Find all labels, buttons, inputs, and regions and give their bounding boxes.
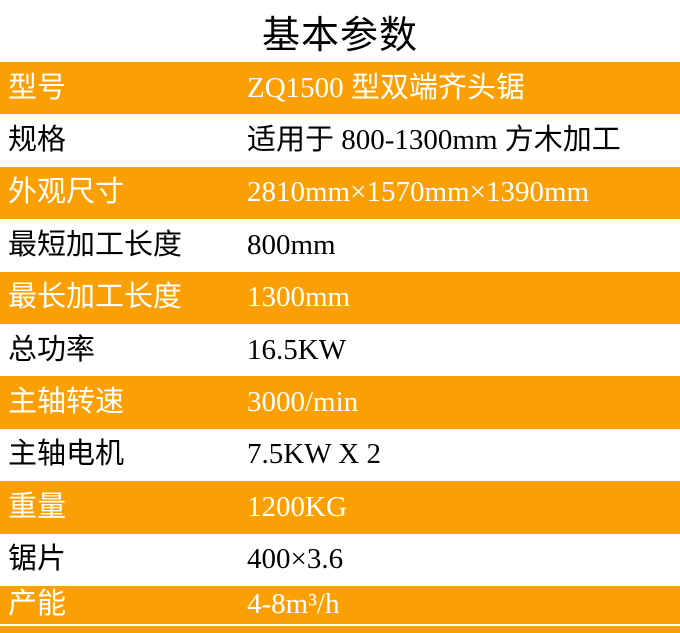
param-label: 总功率 — [8, 333, 96, 366]
param-value: 2810mm×1570mm×1390mm — [247, 176, 590, 209]
param-value: 1200KG — [247, 490, 347, 523]
param-label: 最长加工长度 — [8, 281, 183, 314]
param-label: 主轴电机 — [8, 438, 125, 471]
param-value: 4-8m³/h — [247, 588, 340, 621]
page-title: 基本参数 — [261, 14, 418, 57]
param-value: 适用于 800-1300mm 方木加工 — [247, 124, 621, 157]
table-row-spindle-motor: 主轴电机 7.5KW X 2 — [0, 428, 680, 482]
param-value: 800mm — [247, 228, 336, 261]
param-label: 型号 — [8, 71, 67, 104]
table-row-dimensions: 外观尺寸 2810mm×1570mm×1390mm — [0, 166, 680, 220]
table-row-max-length: 最长加工长度 1300mm — [0, 271, 680, 324]
param-label: 锯片 — [8, 543, 67, 576]
table-row-weight: 重量 1200KG — [0, 481, 680, 534]
spec-table: 型号 ZQ1500 型双端齐头锯 规格 适用于 800-1300mm 方木加工 … — [0, 62, 680, 633]
param-value: 3000/min — [247, 386, 359, 419]
table-row-min-length: 最短加工长度 800mm — [0, 219, 680, 272]
table-row-spec: 规格 适用于 800-1300mm 方木加工 — [0, 114, 680, 167]
param-value: 1300mm — [247, 281, 351, 314]
param-label: 主轴转速 — [8, 386, 125, 419]
table-row-saw-blade: 锯片 400×3.6 — [0, 533, 680, 586]
param-label: 产能 — [8, 588, 67, 621]
param-label: 外观尺寸 — [8, 176, 125, 209]
param-value: 7.5KW X 2 — [247, 438, 381, 471]
table-row-total-power: 总功率 16.5KW — [0, 323, 680, 377]
table-row-capacity: 产能 4-8m³/h — [0, 585, 680, 624]
param-value: 16.5KW — [247, 333, 347, 366]
partial-next-row-bar — [0, 625, 680, 633]
param-label: 重量 — [8, 490, 67, 523]
row-divider — [0, 623, 680, 626]
param-value: ZQ1500 型双端齐头锯 — [247, 71, 525, 104]
table-row-model: 型号 ZQ1500 型双端齐头锯 — [0, 62, 680, 115]
param-label: 最短加工长度 — [8, 228, 183, 261]
table-row-spindle-speed: 主轴转速 3000/min — [0, 376, 680, 429]
param-label: 规格 — [8, 124, 67, 157]
param-value: 400×3.6 — [247, 543, 344, 576]
